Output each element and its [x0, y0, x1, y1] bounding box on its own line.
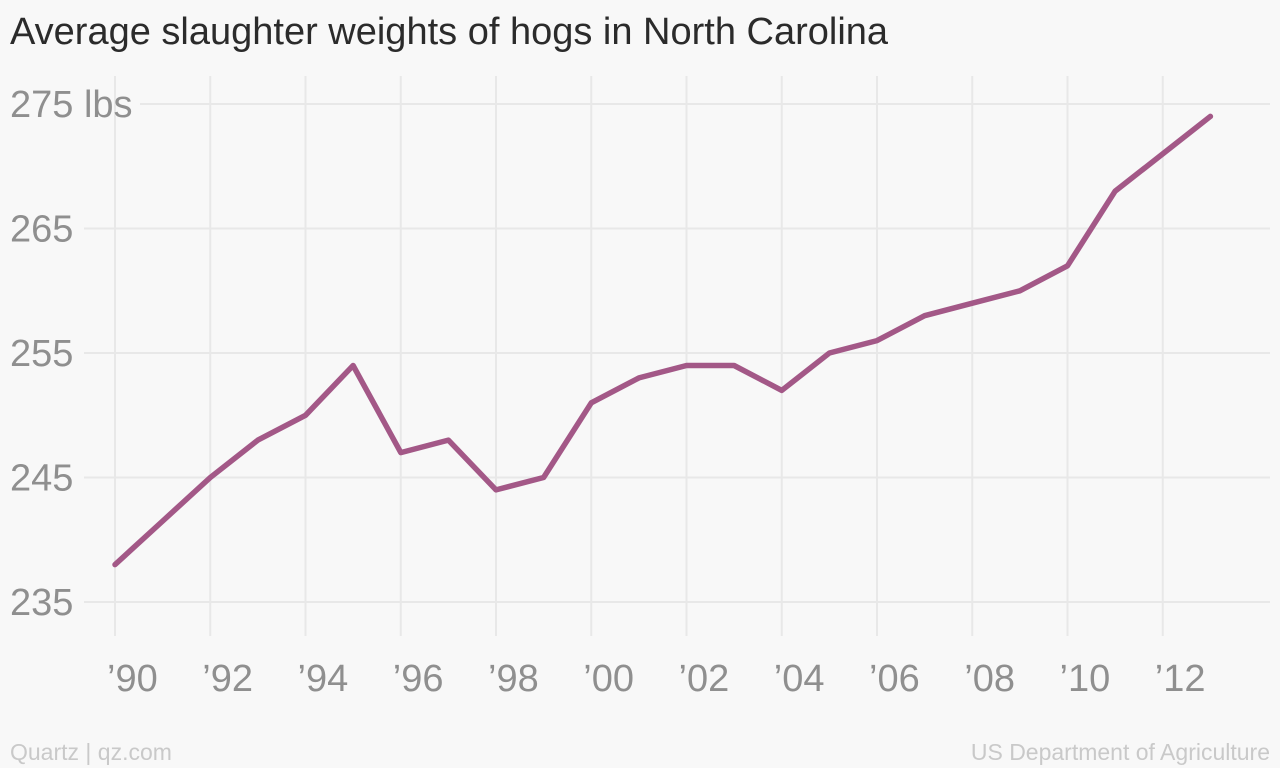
- x-tick-label: ’90: [107, 658, 158, 700]
- y-tick-label: 245: [10, 458, 73, 500]
- x-tick-label: ’08: [964, 658, 1015, 700]
- y-axis-tick-labels: 235 245 255 265 275 lbs: [10, 84, 133, 624]
- line-chart: 235 245 255 265 275 lbs ’90 ’92 ’94 ’96 ’98 ’00 ’0…: [10, 76, 1270, 700]
- y-tick-label: 275 lbs: [10, 84, 133, 126]
- x-tick-label: ’06: [869, 658, 920, 700]
- x-tick-label: ’04: [774, 658, 825, 700]
- y-tick-label: 265: [10, 209, 73, 251]
- y-tick-label: 255: [10, 333, 73, 375]
- x-axis-tick-labels: ’90 ’92 ’94 ’96 ’98 ’00 ’02 ’04 ’06 ’08 ’10 ’12: [107, 658, 1205, 700]
- x-tick-label: ’12: [1155, 658, 1206, 700]
- chart-title: Average slaughter weights of hogs in Nor…: [10, 11, 889, 53]
- x-tick-label: ’94: [298, 658, 349, 700]
- y-tick-label: 235: [10, 582, 73, 624]
- footer-source-quartz: Quartz | qz.com: [10, 739, 172, 765]
- gridlines: [84, 76, 1270, 636]
- x-tick-label: ’96: [393, 658, 444, 700]
- x-tick-label: ’00: [583, 658, 634, 700]
- footer-source-usda: US Department of Agriculture: [970, 739, 1270, 765]
- x-tick-label: ’02: [679, 658, 730, 700]
- series-line-hog-weight: [112, 113, 1214, 568]
- series-layer: [112, 113, 1214, 568]
- x-tick-label: ’10: [1060, 658, 1111, 700]
- x-tick-label: ’98: [488, 658, 539, 700]
- x-tick-label: ’92: [202, 658, 253, 700]
- data-points: [112, 113, 1213, 567]
